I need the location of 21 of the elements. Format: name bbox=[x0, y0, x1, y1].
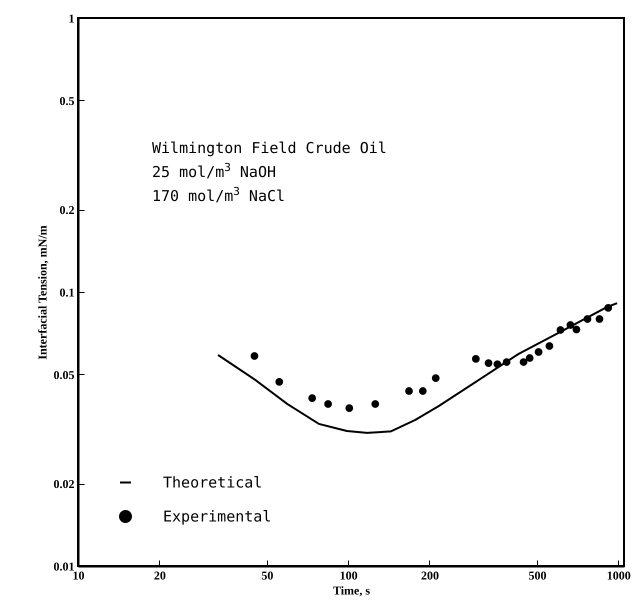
x-tick-label: 50 bbox=[261, 568, 274, 582]
annotation: Wilmington Field Crude Oil bbox=[152, 138, 387, 158]
x-tick-label: 500 bbox=[528, 568, 546, 582]
y-tick-label: 0.5 bbox=[60, 94, 74, 108]
x-tick-label: 100 bbox=[340, 568, 358, 582]
y-axis-title: Interfacial Tension, mN/m bbox=[36, 225, 50, 360]
x-tick-label: 200 bbox=[420, 568, 439, 582]
y-tick-label: 0.02 bbox=[54, 477, 74, 492]
x-tick-label: 20 bbox=[154, 568, 166, 582]
y-tick-label: 0.1 bbox=[60, 286, 74, 300]
x-tick-label: 10 bbox=[72, 568, 84, 582]
legend-label: Experimental bbox=[163, 508, 272, 526]
y-tick-label: 1 bbox=[68, 12, 74, 26]
y-tick-label: 0.2 bbox=[60, 203, 74, 218]
annotation: 25 mol/m$^{3}$ NaOH bbox=[152, 160, 278, 182]
legend-label: Theoretical bbox=[163, 474, 262, 492]
x-tick-label: 1000 bbox=[606, 568, 631, 582]
annotation: 170 mol/m$^{3}$ NaCl bbox=[152, 184, 286, 206]
x-axis-title: Time, s bbox=[332, 584, 370, 598]
y-tick-label: 0.05 bbox=[54, 368, 74, 382]
y-tick-label: 0.01 bbox=[54, 560, 74, 574]
